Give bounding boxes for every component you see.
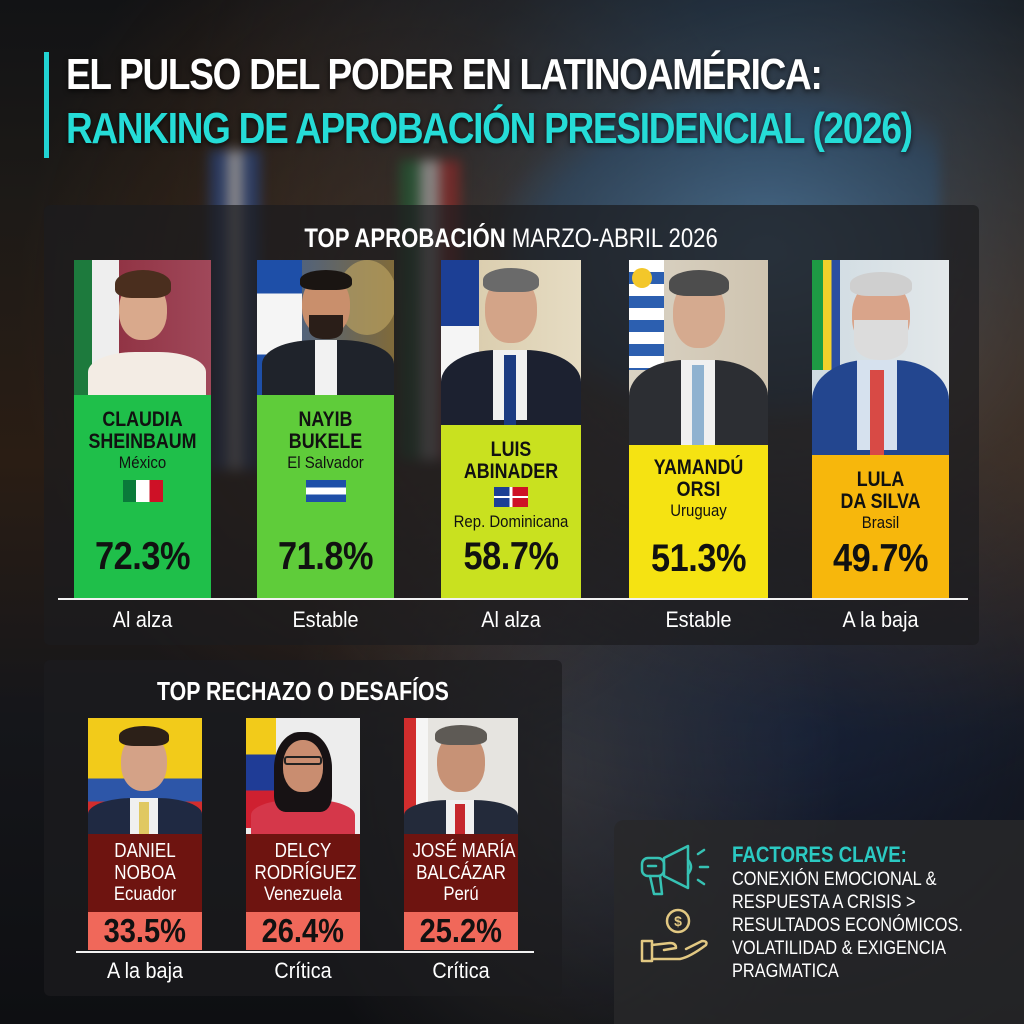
leader-name-last: NOBOA <box>114 862 176 884</box>
leader-name-first: LULA <box>856 468 905 491</box>
leader-name-first: JOSÉ MARÍA <box>412 840 516 862</box>
leader-name-first: DANIEL <box>114 840 176 862</box>
key-factors-title: FACTORES CLAVE: <box>732 842 907 867</box>
key-factors-line: PRAGMATICA <box>732 961 839 982</box>
leader-photo <box>441 260 581 425</box>
key-factors-line: CONEXIÓN EMOCIONAL & <box>732 869 937 890</box>
leader-name-last: SHEINBAUM <box>88 430 197 453</box>
trend-label: Al alza <box>481 607 541 632</box>
leader-name-last: RODRÍGUEZ <box>254 862 357 884</box>
leader-country: Venezuela <box>263 884 343 905</box>
leader-name-last: ORSI <box>676 478 721 501</box>
trend-label: A la baja <box>107 958 183 983</box>
leader-name-last: BUKELE <box>288 430 363 453</box>
key-factors-line: VOLATILIDAD & EXIGENCIA <box>732 938 946 959</box>
leader-name-first: CLAUDIA <box>102 408 183 431</box>
leader-country: El Salvador <box>287 453 364 472</box>
leader-name-last: ABINADER <box>463 460 559 483</box>
leader-name-first: LUIS <box>490 438 532 461</box>
trend-label: Crítica <box>274 958 332 983</box>
top-rejection-panel: TOP RECHAZO O DESAFÍOS DANIEL NOBOA Ecua… <box>44 660 562 996</box>
heading-bold: TOP APROBACIÓN <box>304 223 507 253</box>
leader-card-lula[interactable]: LULA DA SILVA Brasil 49.7% <box>812 260 949 598</box>
leader-card-sheinbaum[interactable]: CLAUDIA SHEINBAUM México 72.3% <box>74 260 211 598</box>
hand-coin-icon: $ <box>640 908 708 963</box>
flag-dominican-republic-icon <box>494 487 528 507</box>
leader-card-noboa[interactable]: DANIEL NOBOA Ecuador 33.5% <box>88 718 202 950</box>
page-subtitle: RANKING DE APROBACIÓN PRESIDENCIAL (2026… <box>66 104 913 153</box>
top-approval-baseline <box>58 598 968 600</box>
megaphone-icon <box>640 844 710 896</box>
leader-photo <box>404 718 518 834</box>
rejection-percentage: 33.5% <box>103 912 187 949</box>
leader-country: Ecuador <box>113 884 177 905</box>
leader-card-orsi[interactable]: YAMANDÚ ORSI Uruguay 51.3% <box>629 260 768 598</box>
flag-mexico-icon <box>122 480 163 502</box>
approval-percentage: 51.3% <box>650 537 747 580</box>
key-factors-panel: $ FACTORES CLAVE: CONEXIÓN EMOCIONAL & R… <box>614 820 1024 1024</box>
leader-card-balcazar[interactable]: JOSÉ MARÍA BALCÁZAR Perú 25.2% <box>404 718 518 950</box>
key-factors-line: RESULTADOS ECONÓMICOS. <box>732 915 963 936</box>
trend-label: Crítica <box>432 958 490 983</box>
leader-card-rodriguez[interactable]: DELCY RODRÍGUEZ Venezuela 26.4% <box>246 718 360 950</box>
trend-label: Estable <box>665 607 732 632</box>
page-title: EL PULSO DEL PODER EN LATINOAMÉRICA: <box>66 50 823 99</box>
approval-percentage: 71.8% <box>277 535 374 578</box>
trend-label: Estable <box>292 607 359 632</box>
title-block: EL PULSO DEL PODER EN LATINOAMÉRICA: RAN… <box>44 50 1024 158</box>
leader-name-last: BALCÁZAR <box>416 862 506 884</box>
leader-name-first: YAMANDÚ <box>653 456 744 479</box>
leader-name-first: NAYIB <box>298 408 353 431</box>
top-rejection-heading: TOP RECHAZO O DESAFÍOS <box>157 676 449 706</box>
photo-flag-brazil <box>812 260 840 370</box>
approval-percentage: 72.3% <box>94 535 191 578</box>
leader-photo <box>629 260 768 445</box>
leader-photo <box>812 260 949 455</box>
rejection-percentage: 25.2% <box>419 912 503 949</box>
photo-flag-peru <box>404 718 428 818</box>
leader-name-last: DA SILVA <box>840 490 921 513</box>
leader-card-bukele[interactable]: NAYIB BUKELE El Salvador 71.8% <box>257 260 394 598</box>
top-approval-heading: TOP APROBACIÓN MARZO-ABRIL 2026 <box>44 223 979 254</box>
leader-photo <box>257 260 394 395</box>
title-accent-bar <box>44 52 49 158</box>
leader-country: Uruguay <box>670 501 727 520</box>
leader-country: México <box>118 453 167 472</box>
key-factors-line: RESPUESTA A CRISIS > <box>732 892 916 913</box>
leader-photo <box>246 718 360 834</box>
leader-name-first: DELCY <box>274 840 332 862</box>
leader-country: Brasil <box>861 513 900 532</box>
leader-photo <box>74 260 211 395</box>
flag-el-salvador-icon <box>305 480 346 502</box>
leader-country: Rep. Dominicana <box>453 512 569 531</box>
rejection-percentage: 26.4% <box>261 912 345 949</box>
trend-label: Al alza <box>112 607 173 632</box>
leader-card-abinader[interactable]: LUIS ABINADER Rep. Dominicana 58.7% <box>441 260 581 598</box>
approval-percentage: 58.7% <box>463 535 559 578</box>
leader-country: Perú <box>443 884 479 905</box>
top-rejection-baseline <box>76 951 534 953</box>
approval-percentage: 49.7% <box>832 537 929 580</box>
svg-text:$: $ <box>674 913 682 929</box>
leader-photo <box>88 718 202 834</box>
top-approval-panel: TOP APROBACIÓN MARZO-ABRIL 2026 CLAUDIA … <box>44 205 979 645</box>
heading-period: MARZO-ABRIL 2026 <box>512 223 719 253</box>
trend-label: A la baja <box>842 607 919 632</box>
